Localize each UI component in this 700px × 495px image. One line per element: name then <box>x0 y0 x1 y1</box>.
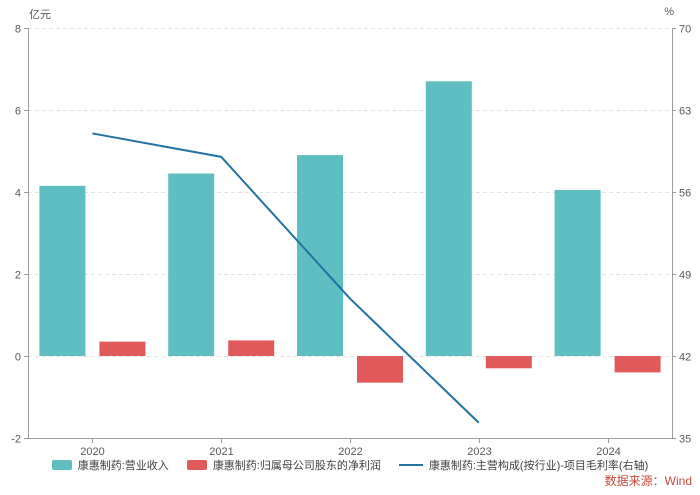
x-axis-tick-label-2022: 2022 <box>338 446 362 456</box>
legend-swatch-revenue-icon <box>51 460 72 470</box>
left-axis-tick-label--2: -2 <box>11 434 21 446</box>
bar-net-profit-2020 <box>99 341 146 356</box>
left-axis-tick-label-8: 8 <box>15 24 21 36</box>
data-source-note: 数据来源：Wind <box>604 474 692 488</box>
bar-net-profit-2021 <box>228 340 275 356</box>
bar-net-profit-2023 <box>485 356 532 369</box>
bar-revenue-2024 <box>554 189 601 356</box>
bar-revenue-2020 <box>39 185 86 356</box>
right-axis-tick-label-49: 49 <box>679 270 691 282</box>
legend-swatch-net-profit-icon <box>186 460 207 470</box>
legend-item-net-profit[interactable]: 康惠制药:归属母公司股东的净利润 <box>186 457 381 473</box>
x-axis-tick-label-2020: 2020 <box>80 446 104 456</box>
legend-item-gross-margin[interactable]: 康惠制药:主营构成(按行业)-项目毛利率(右轴) <box>398 457 649 473</box>
line-gross-margin <box>92 132 480 424</box>
left-axis-tick-label-6: 6 <box>15 106 21 118</box>
x-axis-tick-label-2023: 2023 <box>467 446 491 456</box>
chart-legend: 康惠制药:营业收入 康惠制药:归属母公司股东的净利润 康惠制药:主营构成(按行业… <box>0 457 700 473</box>
bar-revenue-2022 <box>297 155 343 356</box>
legend-label-gross-margin: 康惠制药:主营构成(按行业)-项目毛利率(右轴) <box>428 460 649 472</box>
left-axis-unit-label: 亿元 <box>29 9 51 21</box>
bar-net-profit-2022 <box>357 356 403 383</box>
right-axis-tick-label-63: 63 <box>679 106 691 118</box>
x-axis-tick-label-2024: 2024 <box>596 446 620 456</box>
left-axis-tick-label-0: 0 <box>15 352 21 364</box>
right-axis-tick-label-70: 70 <box>679 24 691 36</box>
right-axis-unit-label: % <box>664 6 674 18</box>
legend-item-revenue[interactable]: 康惠制药:营业收入 <box>51 457 169 473</box>
legend-label-net-profit: 康惠制药:归属母公司股东的净利润 <box>212 460 381 472</box>
x-axis-tick-label-2021: 2021 <box>209 446 233 456</box>
left-axis-tick-label-2: 2 <box>15 270 21 282</box>
bar-revenue-2021 <box>168 173 215 356</box>
legend-label-revenue: 康惠制药:营业收入 <box>77 460 169 472</box>
bar-revenue-2023 <box>425 81 472 357</box>
bar-net-profit-2024 <box>614 356 661 373</box>
right-axis-tick-label-56: 56 <box>679 188 691 200</box>
right-axis-tick-label-42: 42 <box>679 352 691 364</box>
left-axis-tick-label-4: 4 <box>15 188 21 200</box>
right-axis-tick-label-35: 35 <box>679 434 691 446</box>
legend-line-marker-icon <box>398 464 423 466</box>
